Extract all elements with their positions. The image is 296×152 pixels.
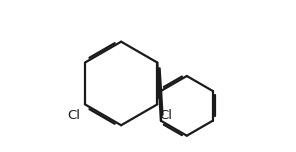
Text: Cl: Cl [67,109,81,122]
Text: Cl: Cl [159,109,172,122]
